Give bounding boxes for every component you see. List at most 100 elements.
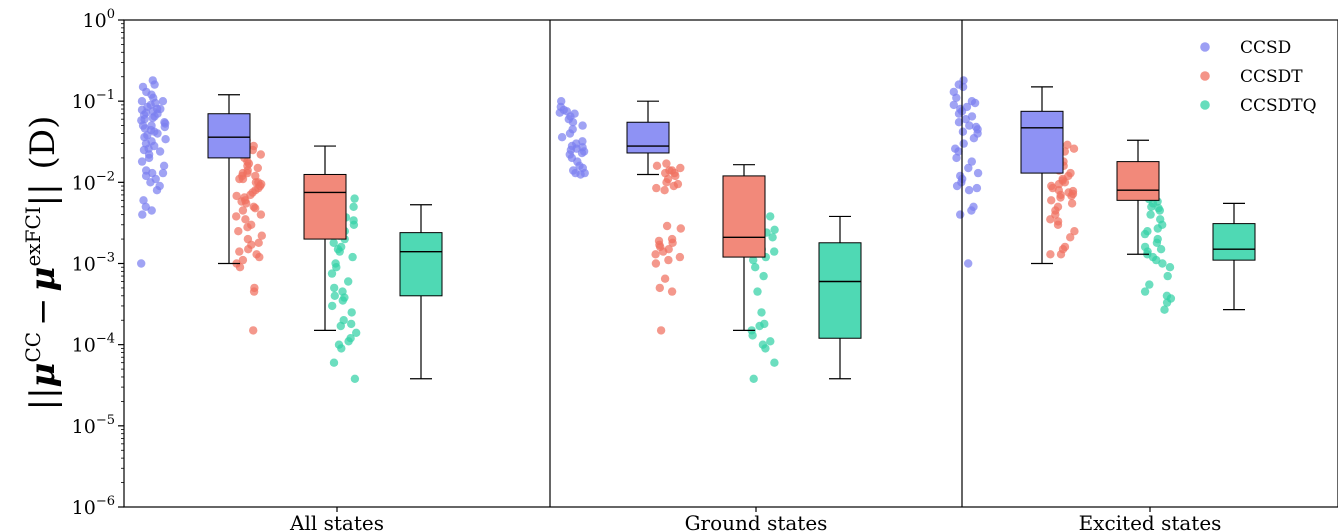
data-point	[1158, 259, 1167, 268]
data-point	[761, 344, 770, 353]
data-point	[1046, 215, 1055, 224]
data-point	[965, 121, 974, 130]
data-point	[254, 238, 263, 247]
data-point	[253, 163, 262, 173]
box-ccsd	[207, 94, 251, 265]
data-point	[349, 220, 359, 229]
data-point	[967, 157, 976, 166]
data-point	[352, 328, 361, 337]
data-point	[1152, 255, 1161, 265]
data-point	[1069, 144, 1079, 153]
data-point	[676, 224, 685, 233]
data-point	[243, 223, 252, 232]
legend-label: CCSDT	[1240, 67, 1303, 87]
y-tick-label: 100	[83, 7, 115, 32]
data-point	[329, 358, 339, 367]
data-point	[251, 171, 260, 181]
data-point	[238, 174, 248, 184]
data-point	[749, 255, 758, 265]
ylabel-unit: (D)	[23, 116, 63, 170]
data-point	[150, 80, 159, 89]
data-point	[1067, 191, 1076, 201]
box-iqr	[722, 175, 766, 258]
y-tick-label: 10−2	[72, 169, 115, 194]
data-point	[155, 147, 165, 156]
box-plots-layer	[207, 86, 1256, 380]
panel-labels-layer: All states Ground states Excited states	[289, 507, 1221, 531]
ylabel-close-bars: ||	[23, 183, 63, 206]
data-point	[768, 233, 777, 242]
data-point	[249, 326, 258, 335]
data-point	[137, 157, 147, 166]
data-point	[257, 231, 266, 240]
data-point	[555, 108, 564, 117]
data-point	[759, 271, 768, 281]
data-point	[138, 210, 147, 219]
data-point	[659, 247, 668, 256]
data-point	[952, 93, 961, 103]
panel-label: Ground states	[685, 511, 828, 531]
data-point	[954, 147, 963, 156]
data-point	[576, 170, 585, 179]
data-point	[675, 252, 685, 262]
y-axis-label: ||μCC−μexFCI||(D)	[21, 116, 63, 411]
y-tick-label: 10−5	[72, 413, 115, 438]
data-point	[249, 287, 259, 296]
data-point	[256, 150, 265, 159]
scatter-points-layer	[137, 76, 1176, 383]
data-point	[146, 178, 155, 187]
box-iqr	[1116, 161, 1160, 201]
data-point	[238, 206, 248, 215]
ylabel-mu-1: μ	[23, 363, 63, 388]
data-point	[964, 186, 974, 195]
data-point	[347, 319, 356, 329]
data-point	[1063, 140, 1072, 149]
data-point	[667, 287, 677, 296]
data-point	[338, 296, 347, 305]
ylabel-cc-superscript: CC	[21, 332, 45, 363]
data-point	[255, 252, 264, 262]
data-point	[664, 255, 673, 265]
data-point	[660, 274, 670, 283]
panel-label: All states	[289, 511, 384, 531]
y-tick-label: 10−4	[72, 332, 115, 357]
box-ccsd	[626, 100, 670, 176]
ylabel-minus: −	[23, 297, 63, 326]
data-point	[565, 129, 575, 138]
data-point	[144, 153, 154, 163]
data-point	[952, 181, 962, 191]
data-point	[671, 171, 680, 181]
data-point	[669, 181, 678, 191]
ylabel-mu-2: μ	[23, 267, 63, 292]
data-point	[335, 247, 344, 256]
data-point	[770, 247, 779, 256]
data-point	[137, 97, 147, 106]
data-point	[248, 145, 257, 155]
data-point	[961, 115, 970, 124]
data-point	[749, 374, 758, 383]
data-point	[1070, 227, 1079, 236]
data-point	[256, 210, 266, 219]
box-iqr	[1212, 223, 1256, 261]
data-point	[330, 291, 339, 300]
data-point	[949, 100, 958, 110]
data-point	[651, 259, 661, 268]
ylabel-open-bars: ||	[23, 387, 63, 410]
box-ccsdt	[722, 164, 766, 331]
box-iqr	[303, 173, 347, 240]
data-point	[160, 122, 169, 132]
data-point	[330, 283, 339, 293]
data-point	[967, 206, 976, 215]
data-point	[952, 153, 961, 163]
data-point	[956, 210, 965, 219]
data-point	[1153, 224, 1163, 233]
data-point	[1145, 280, 1154, 289]
data-point	[970, 98, 980, 108]
legend-label: CCSD	[1240, 38, 1291, 58]
data-point	[140, 133, 149, 142]
data-point	[241, 215, 250, 224]
data-point	[232, 191, 241, 201]
data-point	[1047, 196, 1056, 205]
data-point	[137, 259, 146, 268]
